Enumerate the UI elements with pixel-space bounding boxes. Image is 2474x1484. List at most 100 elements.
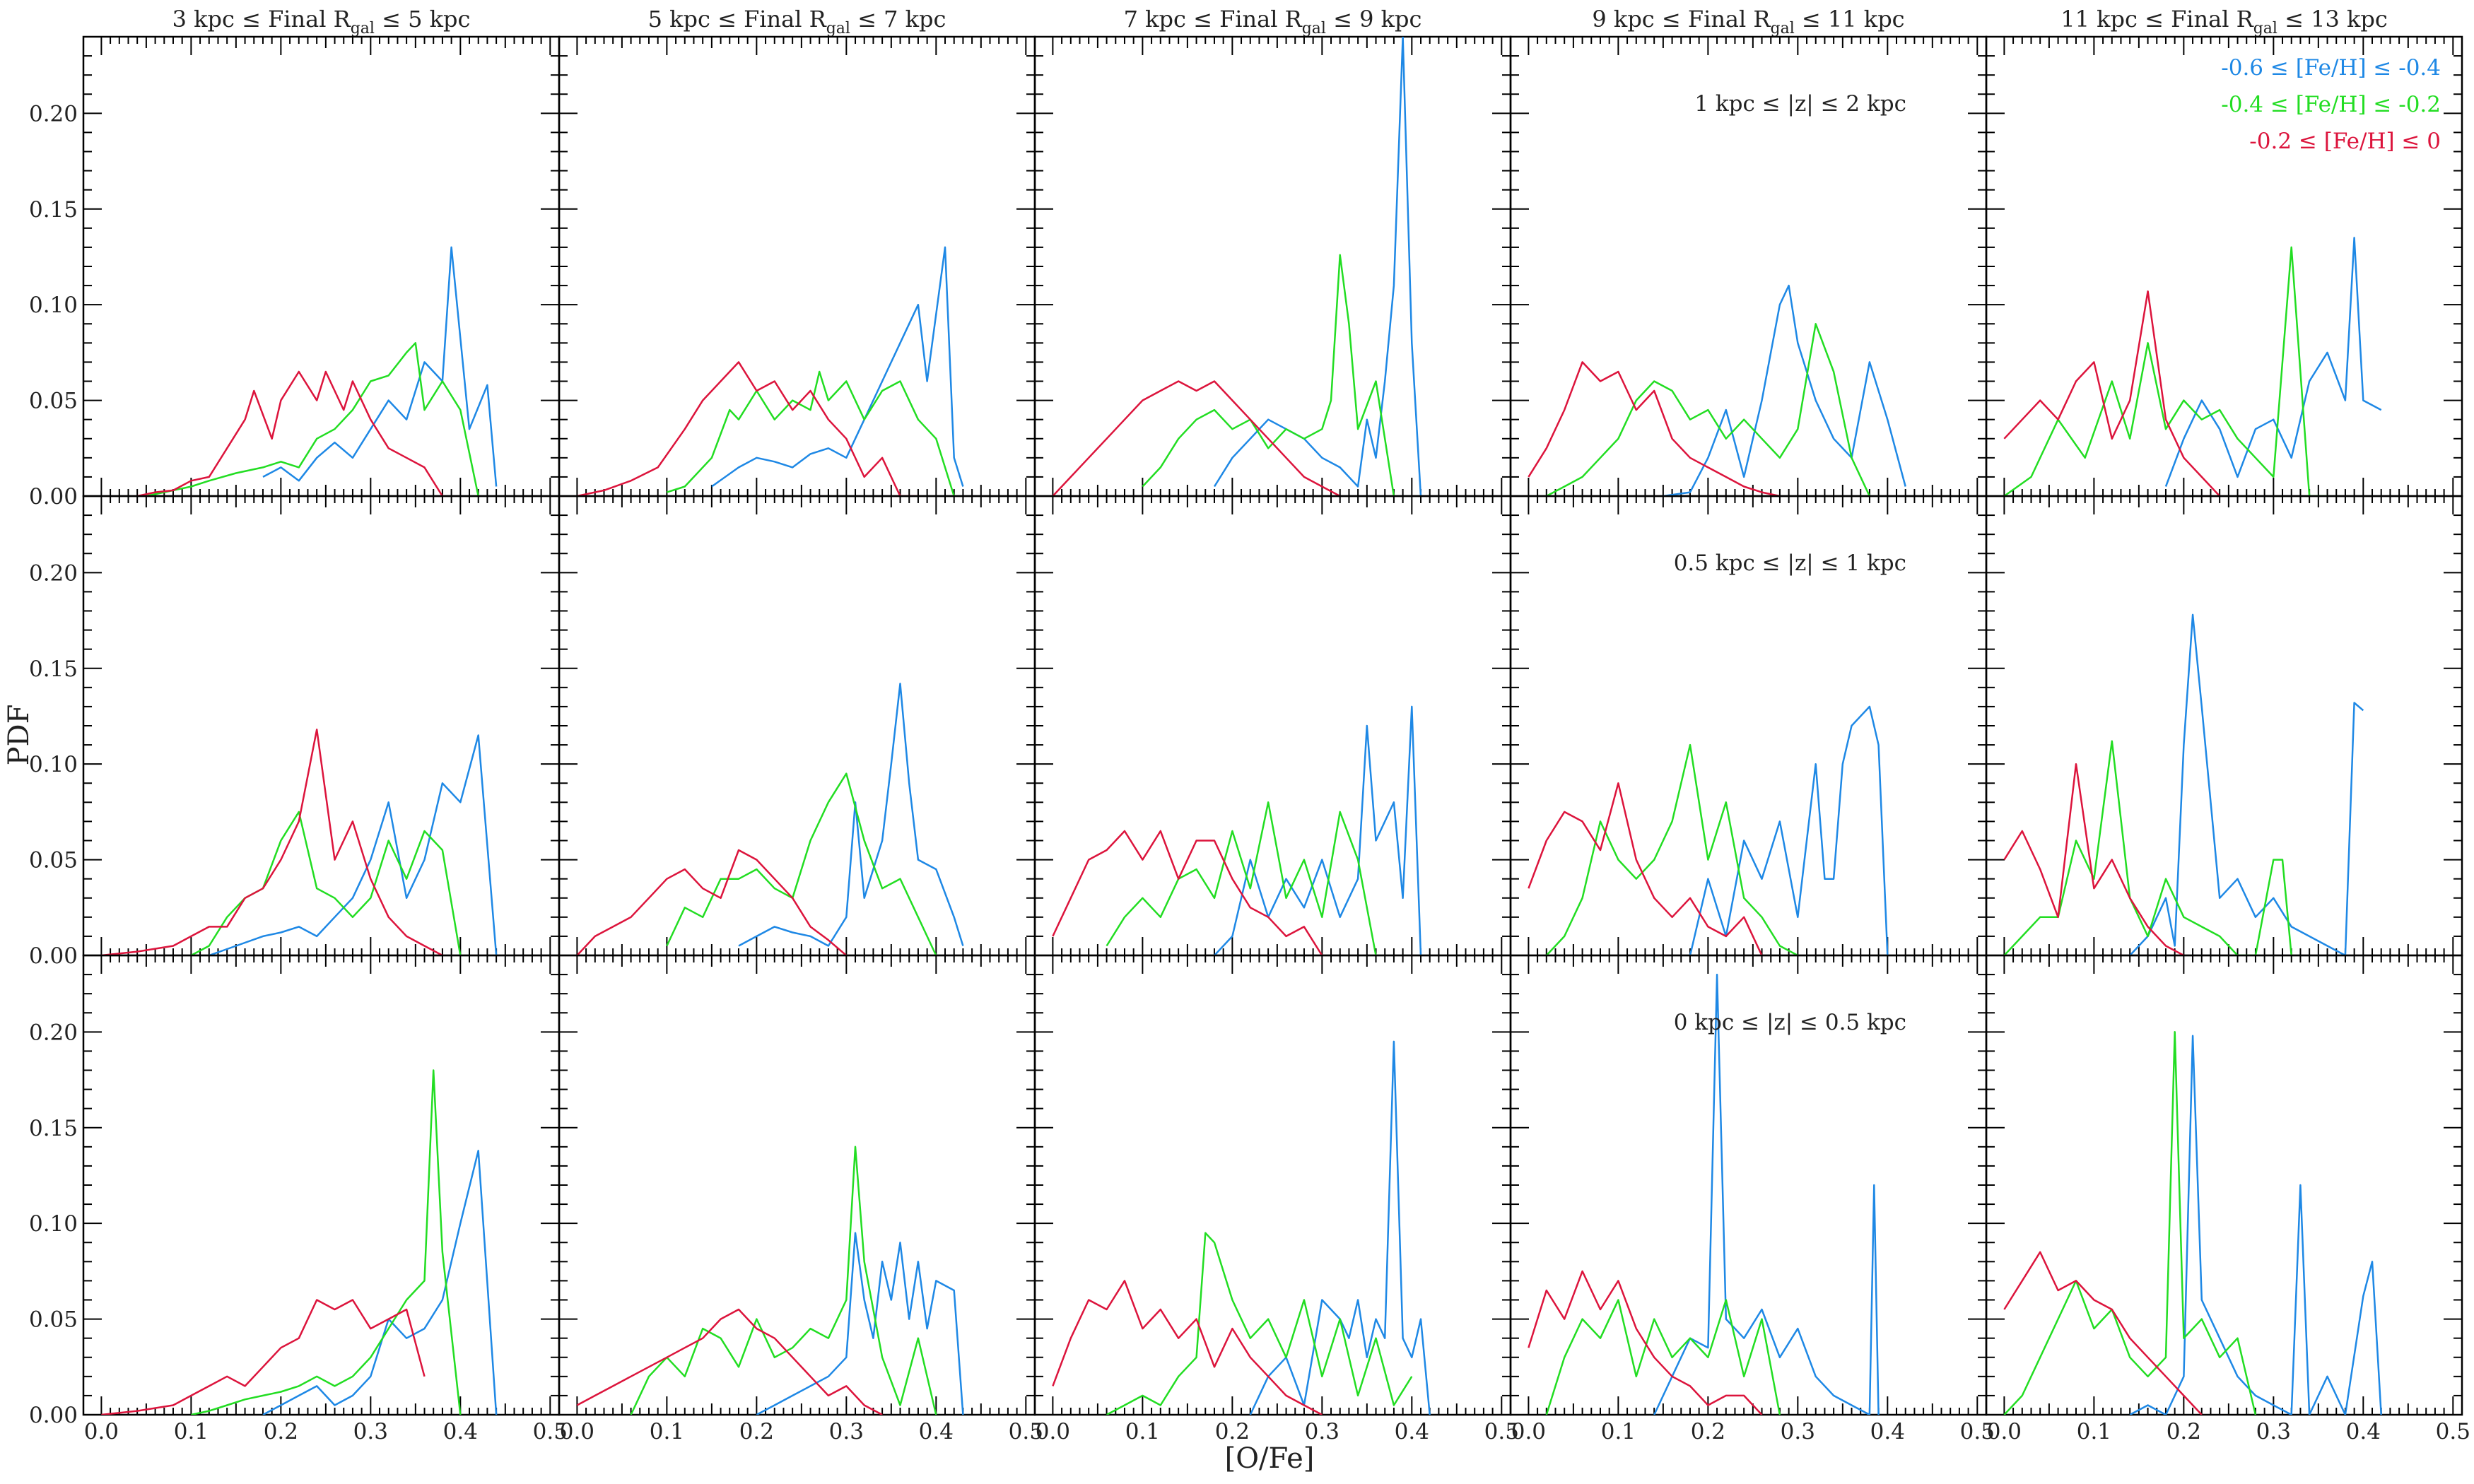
panel-r0-c0: 0.00 0.05 0.10 0.15 0.20 [29,35,561,510]
column-title-suffix: ≤ 11 kpc [1795,6,1905,33]
series-line [2129,613,2364,955]
y-tick-label: 0.05 [29,1307,78,1333]
column-title-prefix: 5 kpc ≤ Final R [648,6,827,33]
series-line [101,729,443,955]
y-tick-label: 0.15 [29,197,78,223]
x-tick-label: 0.5 [1484,1419,1519,1444]
x-tick-label: 0.4 [1870,1419,1905,1444]
series-line [2003,1031,2257,1415]
x-tick-label: 0.3 [1305,1419,1339,1444]
column-titles: 3 kpc ≤ Final Rgal ≤ 5 kpc 5 kpc ≤ Final … [172,6,2388,37]
series-line [576,1308,883,1415]
panel-r2-c3: 0.0 0.1 0.2 0.3 0.4 0.5 [1509,954,1995,1444]
series-line [1106,1232,1413,1415]
x-tick-label: 0.2 [1691,1419,1725,1444]
y-tick-label: 0.10 [29,293,78,318]
row-label: 0 kpc ≤ |z| ≤ 0.5 kpc [1674,1010,1906,1035]
y-tick-label: 0.20 [29,101,78,126]
panel-frame [558,954,1036,1416]
y-tick-label: 0.20 [29,1020,78,1045]
column-title-prefix: 7 kpc ≤ Final R [1124,6,1303,33]
x-tick-label: 0.2 [2167,1419,2201,1444]
panel-frame [558,35,1036,497]
panel-series [1528,973,1880,1415]
series-line [209,734,498,955]
panel-grid: 0.000.050.100.150.200.000.050.100.150.20… [29,35,2470,1444]
y-tick-label: 0.00 [29,1403,78,1428]
legend-entry: -0.6 ≤ [Fe/H] ≤ -0.4 [2221,55,2441,81]
panel-series [576,1146,964,1415]
column-title-subscript: gal [351,20,375,37]
x-tick-label: 0.2 [739,1419,774,1444]
column-title: 7 kpc ≤ Final Rgal ≤ 9 kpc [1124,6,1422,37]
x-tick-label: 0.3 [353,1419,388,1444]
panel-series [1052,705,1422,955]
series-line [1142,254,1395,496]
y-tick-label: 0.15 [29,1116,78,1141]
series-line [1528,361,1781,496]
series-line [2003,290,2221,496]
column-title-suffix: ≤ 7 kpc [850,6,946,33]
panel-frame [82,954,561,1416]
panel-series [1528,284,1906,496]
series-line [191,1069,462,1415]
x-tick-label: 0.1 [1125,1419,1160,1444]
column-title-prefix: 11 kpc ≤ Final R [2060,6,2253,33]
x-tick-label: 0.0 [560,1419,594,1444]
x-tick-label: 0.1 [174,1419,209,1444]
y-tick-label: 0.05 [29,848,78,873]
y-tick-label: 0.00 [29,943,78,969]
x-tick-label: 0.2 [264,1419,298,1444]
series-line [262,1150,498,1415]
series-line [1546,323,1871,496]
panel-frame [1033,495,1512,957]
panel-r2-c1: 0.0 0.1 0.2 0.3 0.4 0.5 [558,954,1043,1444]
panel-r1-c2 [1033,495,1512,957]
panel-series [1052,37,1422,496]
panel-series [101,1069,498,1415]
series-line [630,1146,937,1415]
series-line [1214,705,1422,955]
x-tick-label: 0.4 [2346,1419,2381,1444]
column-title: 5 kpc ≤ Final Rgal ≤ 7 kpc [648,6,946,37]
x-tick-label: 0.0 [1036,1419,1070,1444]
series-line [1528,1270,1763,1415]
legend-entry: -0.2 ≤ [Fe/H] ≤ 0 [2249,129,2441,154]
series-line [756,1232,964,1415]
series-line [262,246,498,487]
x-tick-label: 0.4 [919,1419,954,1444]
series-line [101,1299,426,1415]
panel-frame [1985,495,2463,957]
x-tick-label: 0.0 [1511,1419,1546,1444]
x-tick-label: 0.1 [1601,1419,1636,1444]
series-line [2003,762,2184,955]
y-tick-label: 0.10 [29,1211,78,1237]
series-line [2129,1035,2382,1415]
panel-r1-c4 [1985,495,2463,957]
x-tick-label: 0.3 [829,1419,864,1444]
series-line [738,683,964,947]
legend-entry: -0.4 ≤ [Fe/H] ≤ -0.2 [2221,92,2441,117]
series-line [1213,37,1422,496]
y-tick-label: 0.15 [29,656,78,682]
panel-series [1052,1040,1431,1415]
column-title-suffix: ≤ 5 kpc [375,6,470,33]
series-line [2164,237,2382,487]
x-axis-label: [O/Fe] [1225,1442,1315,1475]
panel-r1-c3 [1509,495,1988,957]
series-line [576,849,848,955]
series-line [1052,830,1323,955]
column-title: 3 kpc ≤ Final Rgal ≤ 5 kpc [172,6,471,37]
series-line [2003,740,2292,955]
y-tick-label: 0.10 [29,752,78,777]
y-axis-label: PDF [3,705,35,766]
series-line [1545,1299,1781,1415]
series-line [190,811,462,955]
column-title: 9 kpc ≤ Final Rgal ≤ 11 kpc [1592,6,1904,37]
panel-r0-c2 [1033,35,1512,497]
row-labels: 1 kpc ≤ |z| ≤ 2 kpc 0.5 kpc ≤ |z| ≤ 1 kpc… [1674,91,1906,1035]
series-line [1052,1280,1323,1415]
series-line [1249,1040,1431,1415]
panel-frame [1033,35,1512,497]
